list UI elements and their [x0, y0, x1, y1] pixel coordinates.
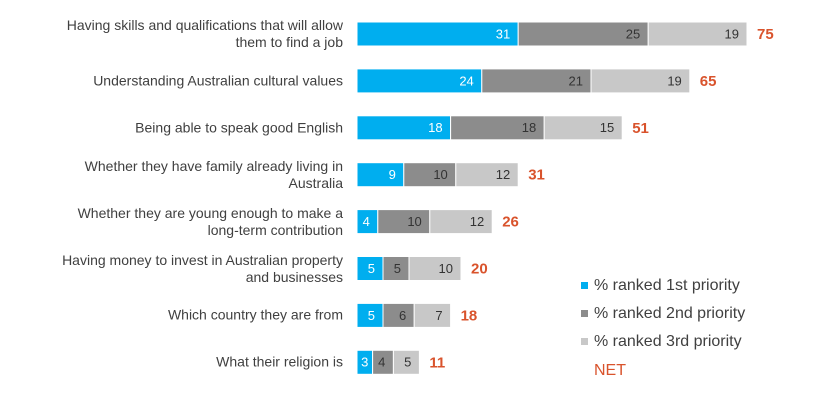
category-label: Which country they are from	[167, 306, 343, 323]
bar-segment	[413, 302, 452, 328]
legend-label: NET	[594, 362, 626, 379]
legend-swatch	[581, 338, 588, 345]
bar-value-label: 12	[470, 214, 484, 229]
bar-value-label: 10	[433, 167, 447, 182]
bar-segment	[403, 162, 457, 188]
bar-value-label: 5	[394, 261, 401, 276]
bar-value-label: 5	[404, 355, 411, 370]
bar-segment	[356, 162, 405, 188]
category-label: Having money to invest in Australian pro…	[62, 251, 343, 285]
bar-value-label: 15	[600, 120, 614, 135]
net-label: 18	[461, 307, 478, 324]
bar-value-label: 10	[407, 214, 421, 229]
net-label: 26	[502, 214, 519, 231]
bar-segment	[647, 21, 748, 47]
category-label: Understanding Australian cultural values	[93, 72, 343, 89]
category-label: Whether they are young enough to make a …	[77, 204, 343, 238]
bar-value-label: 21	[569, 73, 583, 88]
legend-label: % ranked 1st priority	[594, 277, 740, 294]
bar-segment	[455, 162, 519, 188]
legend-swatch	[581, 310, 588, 317]
bar-value-label: 19	[725, 26, 739, 41]
bar-value-label: 6	[399, 308, 406, 323]
bar-value-label: 18	[522, 120, 536, 135]
category-label: Whether they have family already living …	[84, 157, 343, 191]
bar-segment	[356, 256, 384, 281]
category-label: What their religion is	[216, 353, 343, 370]
bar-value-label: 7	[435, 308, 442, 323]
bar-value-label: 18	[428, 120, 442, 135]
net-label: 51	[632, 120, 649, 137]
bar-value-label: 5	[368, 308, 375, 323]
bar-value-label: 4	[363, 214, 370, 229]
bar-value-label: 9	[389, 167, 396, 182]
legend-swatch	[581, 282, 588, 289]
bar-value-label: 19	[667, 73, 681, 88]
bar-segment	[356, 115, 452, 141]
bar-segment	[382, 256, 410, 281]
bar-value-label: 3	[361, 355, 368, 370]
net-label: 20	[471, 260, 488, 277]
bar-segment	[377, 209, 431, 235]
bar-segment	[356, 302, 384, 328]
legend-label: % ranked 2nd priority	[594, 305, 745, 322]
bar-value-label: 25	[626, 26, 640, 41]
net-label: 11	[429, 354, 445, 371]
net-label: 31	[528, 167, 545, 184]
bar-value-label: 24	[459, 73, 473, 88]
net-label: 75	[757, 26, 774, 43]
legend-label: % ranked 3rd priority	[594, 333, 742, 350]
category-label: Having skills and qualifications that wi…	[66, 17, 343, 50]
bar-segment	[392, 349, 420, 375]
bar-segment	[356, 68, 483, 94]
bar-segment	[356, 21, 519, 47]
net-label: 65	[700, 73, 717, 90]
bar-segment	[450, 115, 545, 141]
bar-segment	[408, 256, 462, 281]
bar-segment	[517, 21, 649, 47]
bar-segment	[543, 115, 623, 141]
category-label: Being able to speak good English	[135, 119, 343, 136]
bar-value-label: 31	[496, 26, 510, 41]
bar-segment	[382, 302, 415, 328]
bar-segment	[590, 68, 691, 94]
bar-value-label: 10	[439, 261, 453, 276]
bar-value-label: 4	[378, 355, 385, 370]
bar-value-label: 5	[368, 261, 375, 276]
bar-segment	[429, 209, 493, 235]
bar-value-label: 12	[496, 167, 510, 182]
